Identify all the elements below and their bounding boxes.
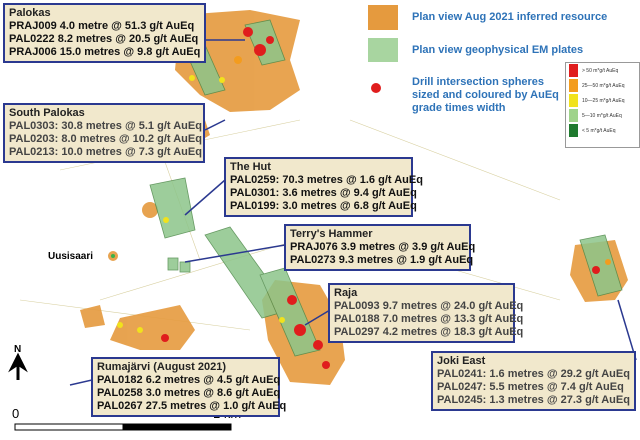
callout-title: Joki East — [437, 355, 486, 367]
grade-swatch — [569, 109, 578, 122]
callout: Terry's Hammer PRAJ076 3.9 metres @ 3.9 g… — [284, 224, 476, 271]
callout-line: PAL0258 3.0 metres @ 8.6 g/t AuEq — [97, 387, 281, 399]
callout-line: PAL0213: 10.0 metres @ 7.3 g/t AuEq — [9, 146, 202, 158]
grade-row: 10—25 m*g/t AuEq — [569, 93, 639, 108]
callout-line: PRAJ006 15.0 metres @ 9.8 g/t AuEq — [9, 46, 201, 58]
callout: Palokas PRAJ009 4.0 metre @ 51.3 g/t AuEq… — [3, 3, 206, 63]
callout-line: PRAJ009 4.0 metre @ 51.3 g/t AuEq — [9, 20, 195, 32]
callout-line: PAL0301: 3.6 metres @ 9.4 g/t AuEq — [230, 187, 417, 199]
callout-line: PAL0222 8.2 metres @ 20.5 g/t AuEq — [9, 33, 199, 45]
callout-title: The Hut — [230, 161, 271, 173]
callout-line: PAL0297 4.2 metres @ 18.3 g/t AuEq — [334, 326, 524, 338]
callout: Rumajärvi (August 2021) PAL0182 6.2 metre… — [91, 357, 287, 417]
grade-swatch — [569, 94, 578, 107]
callout-line: PAL0259: 70.3 metres @ 1.6 g/t AuEq — [230, 174, 423, 186]
scale-bar — [14, 423, 232, 431]
grade-row: < 5 m*g/t AuEq — [569, 123, 639, 138]
callout-line: PAL0188 7.0 metres @ 13.3 g/t AuEq — [334, 313, 524, 325]
callout-line: PAL0273 9.3 metres @ 1.9 g/t AuEq — [290, 254, 474, 266]
grade-row: 25—50 m*g/t AuEq — [569, 78, 639, 93]
grade-label: > 50 m*g/t AuEq — [582, 67, 619, 74]
grade-swatch — [569, 79, 578, 92]
callout-line: PAL0093 9.7 metres @ 24.0 g/t AuEq — [334, 300, 524, 312]
north-label: N — [14, 344, 21, 355]
callout-line: PAL0203: 8.0 metres @ 10.2 g/t AuEq — [9, 133, 202, 145]
callout-line: PAL0182 6.2 metres @ 4.5 g/t AuEq — [97, 374, 281, 386]
em-plates — [149, 19, 623, 357]
callout: Joki East PAL0241: 1.6 metres @ 29.2 g/t … — [431, 351, 636, 411]
grade-row: 5—10 m*g/t AuEq — [569, 108, 639, 123]
legend-text: Plan view geophysical EM plates — [412, 44, 584, 56]
legend-swatch — [368, 5, 398, 30]
callout-title: South Palokas — [9, 107, 85, 119]
callout: The Hut PAL0259: 70.3 metres @ 1.6 g/t Au… — [224, 157, 423, 217]
leader-lines — [69, 39, 637, 386]
callout-line: PAL0267 27.5 metres @ 1.0 g/t AuEq — [97, 400, 287, 412]
scale-start: 0 — [12, 406, 19, 421]
grade-legend: > 50 m*g/t AuEq 25—50 m*g/t AuEq 10—25 m*g… — [565, 62, 640, 148]
callout-title: Raja — [334, 287, 358, 299]
callout-line: PAL0303: 30.8 metres @ 5.1 g/t AuEq — [9, 120, 202, 132]
callout-title: Terry's Hammer — [290, 228, 373, 240]
grade-label: 25—50 m*g/t AuEq — [582, 82, 625, 89]
grade-swatch — [569, 64, 578, 77]
callout: Raja PAL0093 9.7 metres @ 24.0 g/t AuEq PA… — [328, 283, 524, 343]
callout: South Palokas PAL0303: 30.8 metres @ 5.1 … — [3, 103, 205, 163]
callout-line: PAL0199: 3.0 metres @ 6.8 g/t AuEq — [230, 200, 417, 212]
callout-title: Rumajärvi (August 2021) — [97, 361, 226, 373]
callout-line: PRAJ076 3.9 metres @ 3.9 g/t AuEq — [290, 241, 476, 253]
callout-title: Palokas — [9, 7, 51, 19]
callout-line: PAL0245: 1.3 metres @ 27.3 g/t AuEq — [437, 394, 630, 406]
grade-row: > 50 m*g/t AuEq — [569, 63, 639, 78]
legend-text: Plan view Aug 2021 inferred resource — [412, 11, 608, 23]
callout-line: PAL0247: 5.5 metres @ 7.4 g/t AuEq — [437, 381, 624, 393]
callout-line: PAL0241: 1.6 metres @ 29.2 g/t AuEq — [437, 368, 630, 380]
legend-swatch — [368, 38, 398, 62]
grade-label: 5—10 m*g/t AuEq — [582, 112, 622, 119]
place-label: Uusisaari — [48, 251, 93, 262]
north-arrow — [8, 352, 28, 380]
legend-text: Drill intersection spheres sized and col… — [412, 76, 559, 114]
grade-swatch — [569, 124, 578, 137]
grade-label: 10—25 m*g/t AuEq — [582, 97, 625, 104]
grade-label: < 5 m*g/t AuEq — [582, 127, 616, 134]
